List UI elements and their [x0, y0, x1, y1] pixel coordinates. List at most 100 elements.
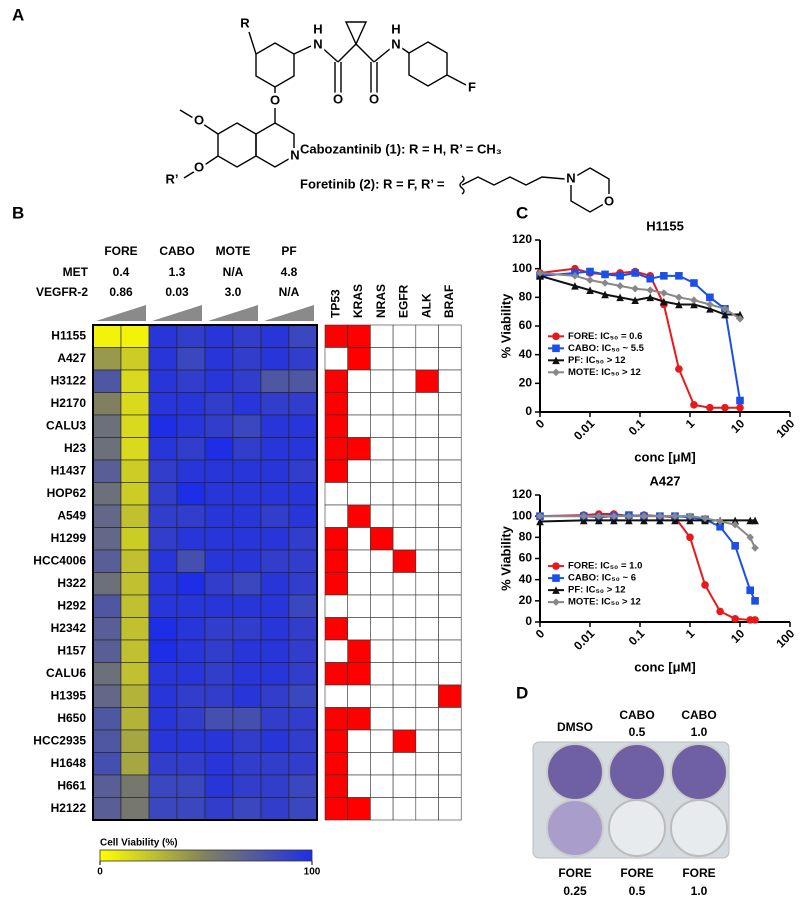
legend-label: MOTE: IC₅₀ > 12: [568, 597, 641, 608]
heat-cell: [260, 572, 290, 596]
heat-cell: [232, 594, 262, 618]
mutation-cell: [415, 459, 439, 483]
plate-label: 0.5: [629, 884, 646, 898]
x-tick-label: 1: [683, 626, 698, 641]
mutation-cell: [324, 482, 349, 506]
heat-cell: [176, 482, 206, 506]
mutation-cell: [324, 527, 349, 551]
heat-cell: [120, 774, 150, 798]
heat-cell: [176, 572, 206, 596]
heat-cell: [176, 774, 206, 798]
heat-cell: [260, 729, 290, 753]
heat-cell: [148, 549, 178, 573]
ic50-row-label: VEGFR-2: [36, 285, 88, 299]
point: [675, 272, 683, 280]
bond: [344, 21, 368, 46]
panel-label: A: [12, 5, 24, 24]
heat-cell: [232, 729, 262, 753]
point: [721, 403, 729, 412]
heat-cell: [92, 797, 122, 821]
heat-cell: [204, 729, 234, 753]
point: [675, 293, 683, 302]
heat-cell: [204, 707, 234, 731]
mutation-cell: [370, 662, 394, 686]
bond: [199, 155, 219, 169]
mutation-cell: [370, 774, 394, 798]
mutation-cell: [438, 729, 462, 753]
heat-cell: [204, 774, 234, 798]
bond: [337, 43, 357, 63]
mutation-cell: [415, 639, 439, 663]
colorbar-tick-label: 100: [304, 867, 321, 878]
bond: [373, 43, 397, 63]
mutation-cell: [347, 549, 371, 573]
point: [731, 516, 739, 525]
heat-cell: [176, 504, 206, 528]
well: [546, 743, 604, 801]
legend-marker: [552, 356, 560, 365]
heatmap-border: [92, 324, 318, 821]
heat-cell: [120, 482, 150, 506]
heat-cell: [176, 752, 206, 776]
point: [586, 267, 594, 276]
heat-cell: [120, 527, 150, 551]
heat-cell: [92, 662, 122, 686]
x-tick-label: 10: [728, 626, 748, 646]
bond: [293, 45, 312, 55]
mutation-cell: [347, 572, 371, 596]
point: [731, 520, 739, 529]
group-label: CABO: [159, 244, 194, 258]
mutation-cell: [370, 617, 394, 641]
mutation-cell: [438, 684, 462, 708]
row-label: H661: [57, 778, 86, 792]
mutation-cell: [415, 392, 439, 416]
heat-cell: [92, 752, 122, 776]
point: [631, 269, 639, 277]
mutation-cell: [370, 324, 394, 348]
heat-cell: [92, 549, 122, 573]
atom-label: O: [194, 112, 204, 127]
mutation-cell: [347, 392, 371, 416]
point: [716, 517, 724, 526]
mutation-cell: [370, 527, 394, 551]
heat-cell: [204, 752, 234, 776]
heat-cell: [232, 572, 262, 596]
heat-cell: [176, 797, 206, 821]
heat-cell: [176, 662, 206, 686]
legend-marker: [552, 368, 560, 377]
point: [690, 300, 698, 309]
point: [616, 282, 624, 290]
heat-cell: [176, 617, 206, 641]
point: [571, 272, 579, 280]
series-line: [539, 519, 756, 523]
mutation-cell: [347, 752, 371, 776]
heat-cell: [260, 594, 290, 618]
point: [746, 516, 755, 525]
heat-cell: [176, 684, 206, 708]
y-tick-label: 40: [519, 347, 533, 361]
bond: [183, 167, 201, 179]
mutation-cell: [347, 369, 371, 393]
mutation-cell: [347, 437, 371, 461]
heat-cell: [288, 662, 318, 686]
mutation-cell: [392, 414, 417, 438]
point: [686, 512, 694, 520]
mutation-cell: [370, 594, 394, 618]
mutation-cell: [392, 662, 417, 686]
plate-label: CABO: [681, 708, 716, 722]
heat-cell: [148, 527, 178, 551]
heat-cell: [288, 527, 318, 551]
point: [675, 300, 683, 309]
row-label: H2342: [51, 621, 87, 635]
heat-cell: [260, 684, 290, 708]
plate-label: FORE: [620, 866, 653, 880]
colorbar: [99, 849, 313, 862]
concentration-ramp: [208, 305, 258, 321]
group-label: FORE: [104, 244, 137, 258]
legend-label: PF: IC₅₀ > 12: [568, 355, 625, 366]
mutation-cell: [347, 639, 371, 663]
y-tick-label: 80: [519, 530, 533, 544]
axes: [539, 495, 790, 623]
atom-label: O: [369, 91, 379, 106]
mutation-cell: [370, 684, 394, 708]
